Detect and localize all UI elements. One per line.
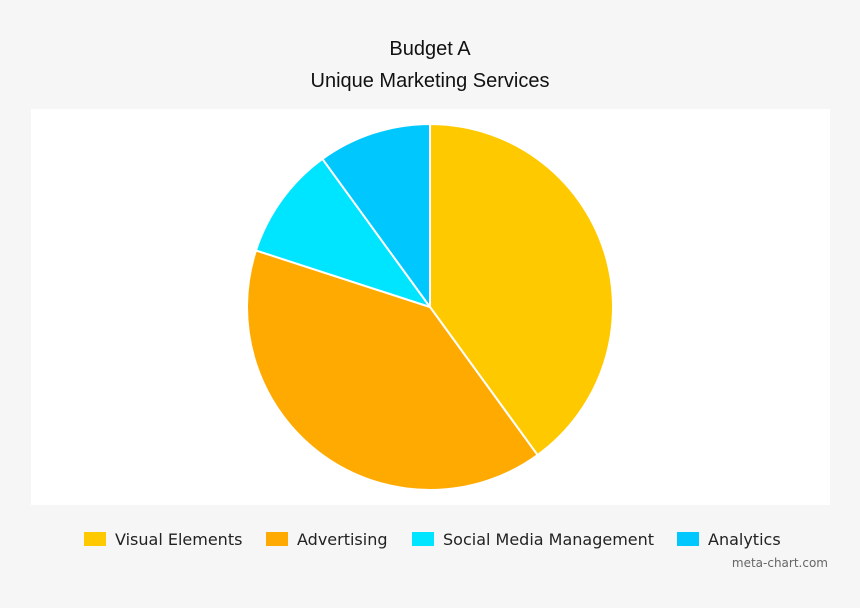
legend-item-advertising[interactable]: Advertising bbox=[266, 528, 388, 550]
legend-swatch bbox=[677, 532, 699, 546]
legend-label: Visual Elements bbox=[115, 529, 243, 549]
legend: Visual Elements Advertising Social Media… bbox=[0, 528, 860, 550]
pie-slice-analytics[interactable] bbox=[321, 123, 431, 308]
legend-swatch bbox=[412, 532, 434, 546]
legend-item-analytics[interactable]: Analytics bbox=[677, 528, 781, 550]
plot-area bbox=[31, 109, 830, 505]
legend-label: Analytics bbox=[708, 529, 781, 549]
pie-chart bbox=[246, 123, 614, 491]
legend-swatch bbox=[84, 532, 106, 546]
pie-slice-advertising[interactable] bbox=[246, 249, 539, 491]
legend-swatch bbox=[266, 532, 288, 546]
pie-slice-social-media-management[interactable] bbox=[254, 157, 431, 308]
credit-text[interactable]: meta-chart.com bbox=[731, 556, 828, 570]
chart-title: Budget A bbox=[389, 38, 471, 60]
legend-label: Advertising bbox=[297, 529, 388, 549]
pie-slice-visual-elements[interactable] bbox=[429, 123, 614, 457]
legend-item-visual-elements[interactable]: Visual Elements bbox=[84, 528, 242, 550]
legend-label: Social Media Management bbox=[443, 529, 655, 549]
chart-subtitle: Unique Marketing Services bbox=[310, 70, 550, 92]
legend-item-social-media-management[interactable]: Social Media Management bbox=[412, 528, 654, 550]
